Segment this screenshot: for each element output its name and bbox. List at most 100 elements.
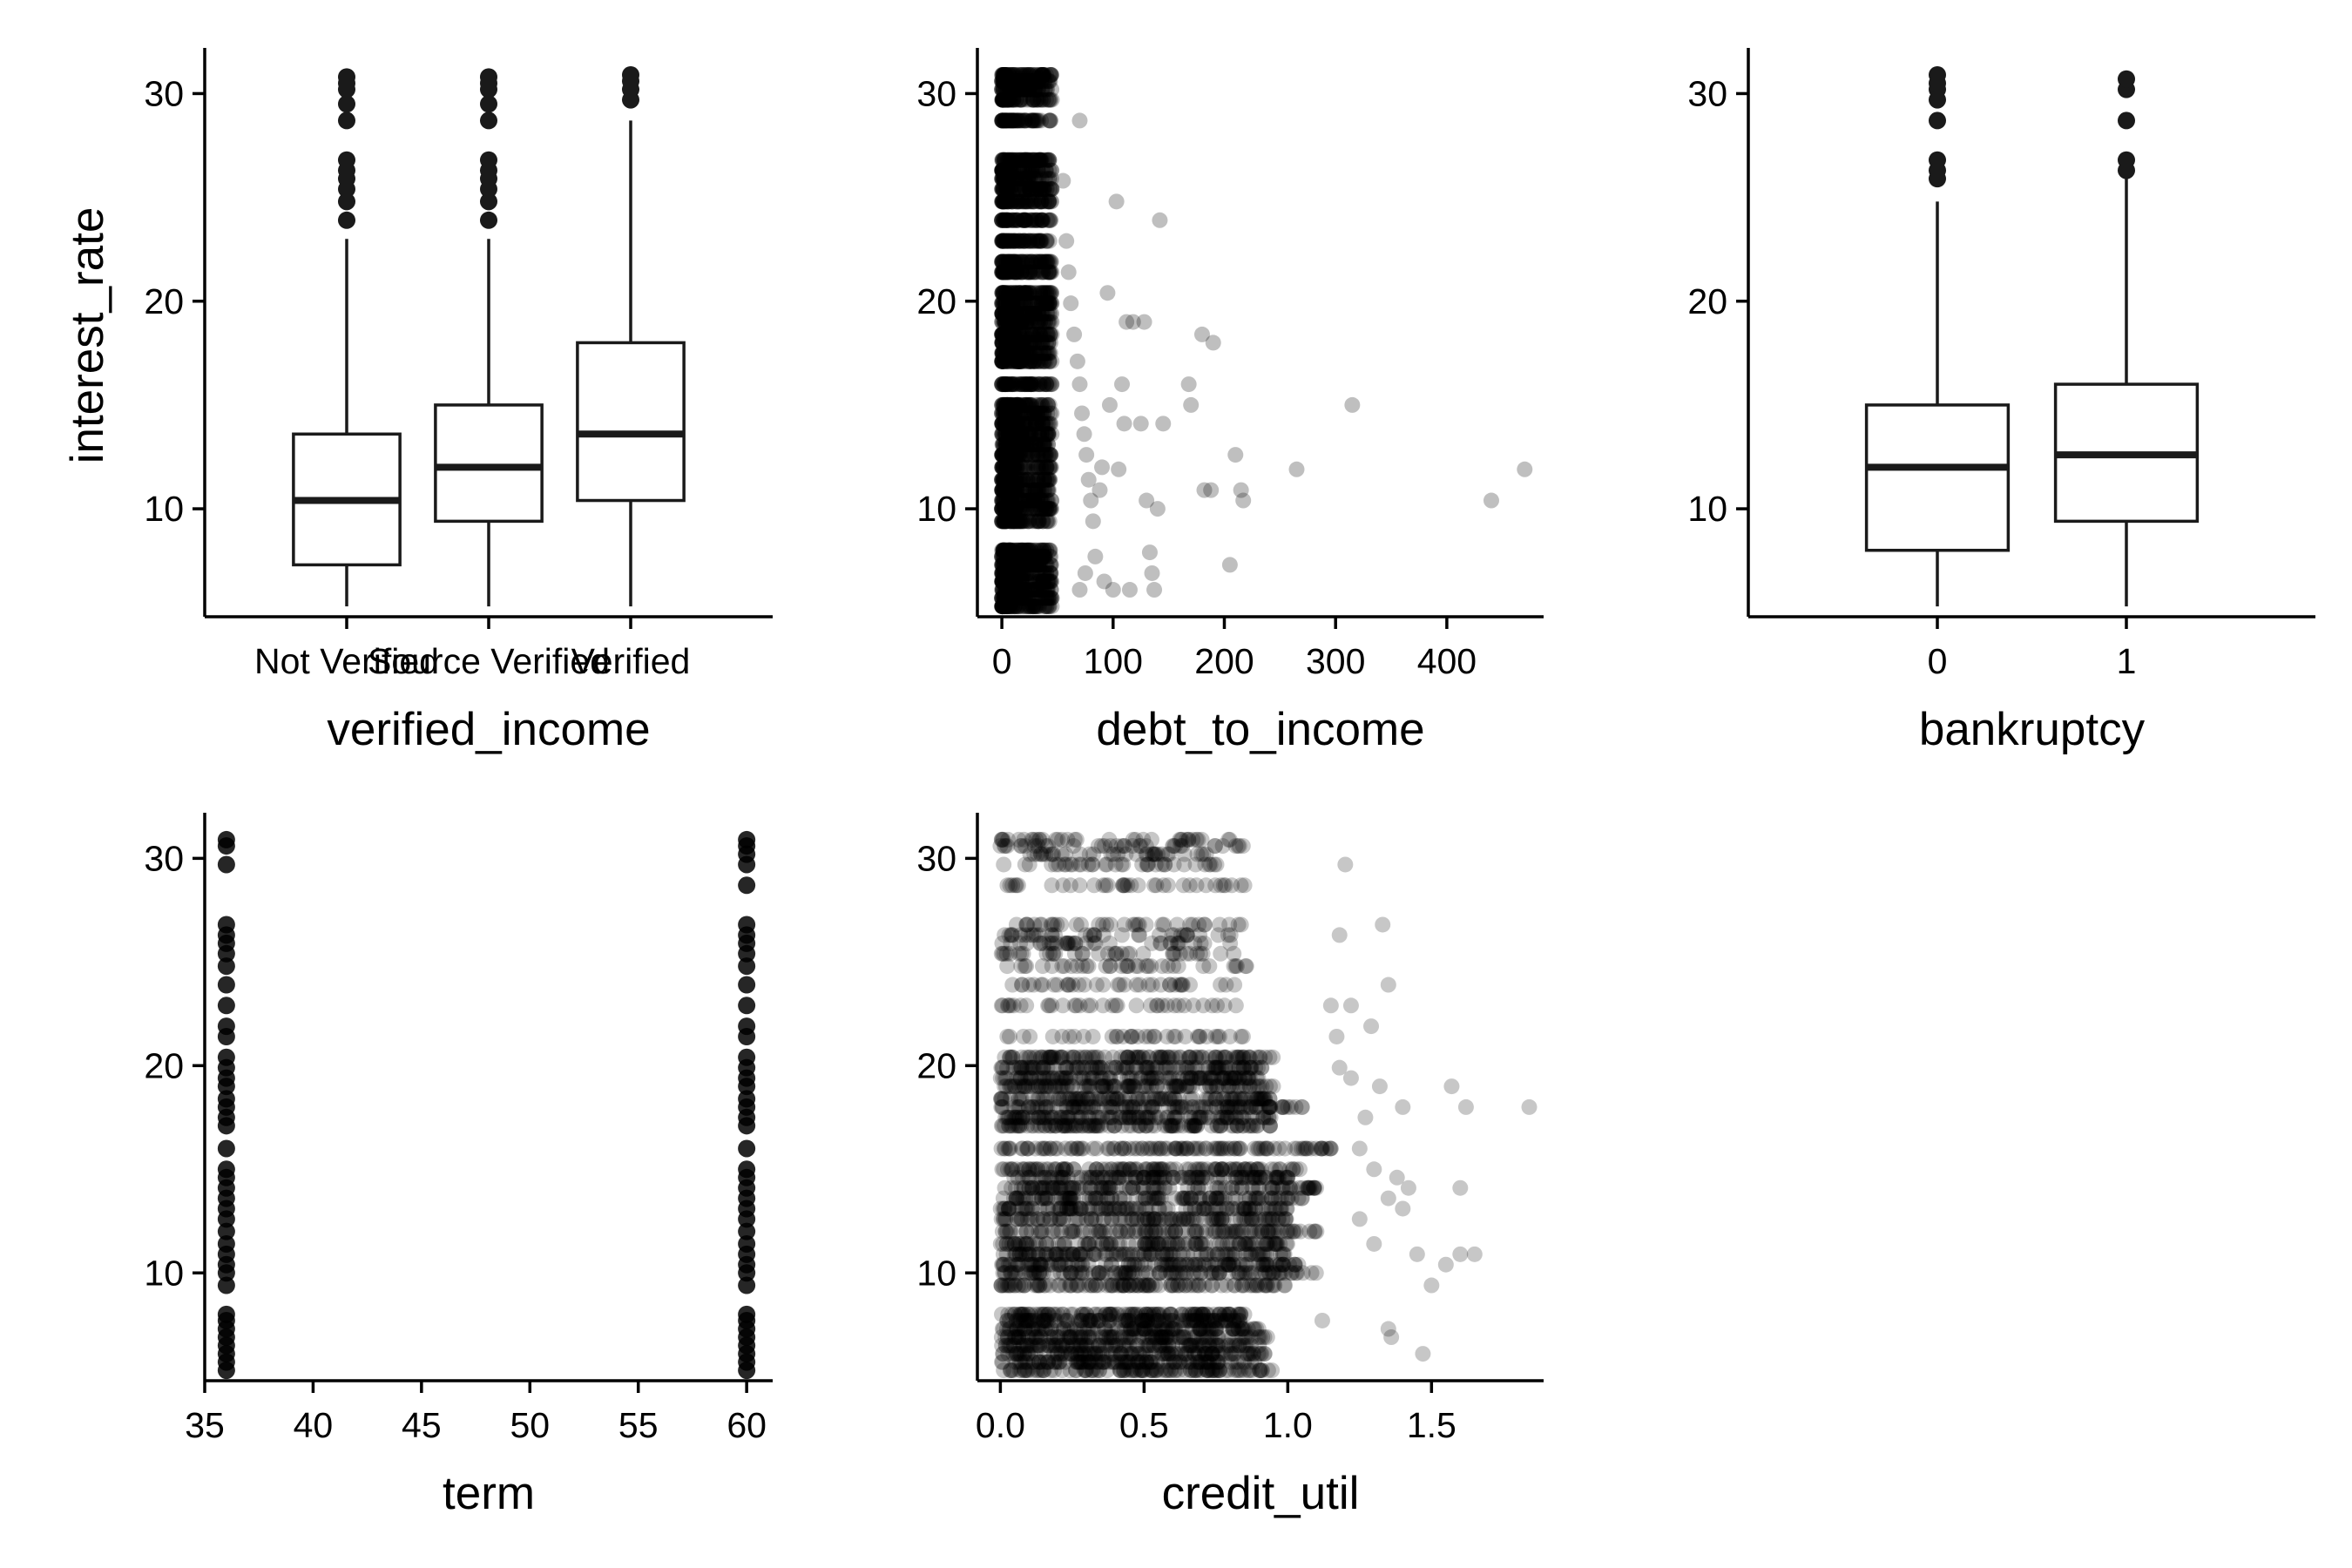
data-point [994, 513, 1010, 530]
data-point [1022, 573, 1038, 590]
data-point [1027, 557, 1044, 573]
data-point [1043, 557, 1059, 573]
data-point [1018, 513, 1035, 530]
data-point [1022, 598, 1038, 615]
data-point [1006, 396, 1023, 413]
data-point [998, 573, 1015, 590]
data-point [1008, 548, 1024, 564]
data-point [1031, 564, 1048, 581]
outlier-point [2118, 151, 2135, 169]
data-point [996, 557, 1012, 573]
data-point [1027, 590, 1044, 606]
data-point [1024, 548, 1041, 564]
data-point [217, 1160, 235, 1179]
data-point [1037, 501, 1054, 517]
data-point [1004, 557, 1021, 573]
data-point [217, 997, 235, 1015]
data-point [1011, 501, 1028, 517]
data-point [1031, 557, 1048, 573]
data-point [996, 542, 1012, 558]
data-point [997, 564, 1014, 581]
data-point [1029, 548, 1045, 564]
data-point [1483, 492, 1499, 509]
data-point [1002, 573, 1018, 590]
data-point [217, 830, 235, 848]
data-point [994, 582, 1010, 598]
data-point [1031, 548, 1048, 564]
data-point [1002, 542, 1018, 558]
data-point [1030, 548, 1046, 564]
data-point [1008, 564, 1024, 581]
outlier-point [622, 65, 639, 84]
data-point [1017, 590, 1033, 606]
data-point [995, 564, 1011, 581]
data-point [996, 542, 1012, 558]
data-point [994, 573, 1010, 590]
data-point [994, 573, 1010, 590]
data-point [1041, 542, 1058, 558]
data-point [994, 598, 1010, 615]
data-point [1033, 542, 1050, 558]
data-point [1264, 1362, 1281, 1379]
data-point [1030, 573, 1046, 590]
data-point [1030, 557, 1046, 573]
data-point [1000, 598, 1017, 615]
data-point [1017, 557, 1034, 573]
data-point [1034, 573, 1051, 590]
data-point [1036, 542, 1052, 558]
data-point [1010, 590, 1026, 606]
data-point [1031, 513, 1047, 530]
data-point [994, 513, 1010, 530]
data-point [1013, 557, 1030, 573]
data-point [1040, 396, 1057, 413]
data-point [1032, 542, 1049, 558]
data-point [1037, 564, 1053, 581]
data-point [1022, 582, 1038, 598]
data-point [1010, 564, 1027, 581]
data-point [1043, 590, 1059, 606]
data-point [1040, 573, 1057, 590]
data-point [994, 598, 1010, 615]
data-point [1022, 557, 1038, 573]
data-point [1227, 447, 1244, 463]
data-point [1029, 590, 1045, 606]
data-point [1027, 557, 1044, 573]
data-point [1002, 557, 1018, 573]
data-point [1014, 542, 1031, 558]
data-point [1014, 513, 1031, 530]
data-point [1006, 598, 1023, 615]
data-point [1017, 548, 1033, 564]
data-point [1001, 542, 1017, 558]
data-point [1000, 582, 1017, 598]
data-point [998, 564, 1015, 581]
data-point [1000, 590, 1017, 606]
data-point [1040, 582, 1057, 598]
data-point [998, 590, 1015, 606]
data-point [1012, 590, 1029, 606]
data-point [1001, 542, 1017, 558]
data-point [995, 513, 1011, 530]
data-point [999, 590, 1016, 606]
data-point [995, 548, 1011, 564]
data-point [1038, 557, 1055, 573]
x-axis-title: term [443, 1468, 535, 1519]
x-axis-title: credit_util [1162, 1468, 1360, 1519]
data-point [1035, 513, 1051, 530]
data-point [1044, 590, 1060, 606]
data-point [999, 557, 1016, 573]
data-point [1012, 590, 1029, 606]
data-point [997, 542, 1014, 558]
data-point [997, 573, 1013, 590]
data-point [1013, 582, 1030, 598]
data-point [1007, 548, 1024, 564]
data-point [1027, 513, 1044, 530]
data-point [1038, 542, 1055, 558]
data-point [994, 557, 1010, 573]
data-point [1016, 376, 1032, 393]
data-point [1015, 548, 1031, 564]
data-point [1006, 598, 1023, 615]
data-point [1018, 598, 1035, 615]
data-point [1031, 557, 1047, 573]
outlier-point [2118, 70, 2135, 88]
data-point [1017, 557, 1033, 573]
